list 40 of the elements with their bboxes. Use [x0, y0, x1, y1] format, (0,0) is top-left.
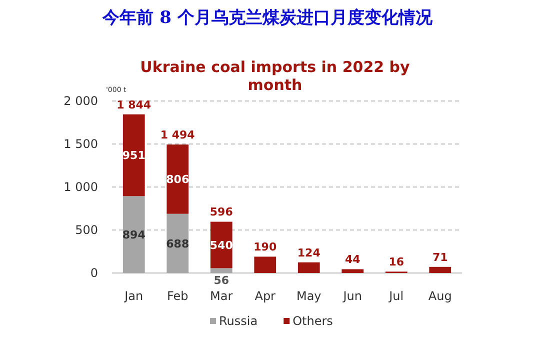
y-tick-label: 1 000 [64, 180, 98, 194]
x-tick-label: Jun [342, 289, 362, 303]
x-tick-label: Aug [428, 289, 452, 303]
data-label: 951 [122, 149, 146, 162]
total-label: 190 [254, 240, 277, 254]
chart-subtitle: Ukraine coal imports in 2022 by month [140, 58, 410, 94]
data-label: 540 [210, 238, 234, 252]
total-label: 44 [344, 253, 361, 266]
data-label: 688 [166, 237, 190, 250]
bar [122, 196, 145, 273]
x-tick-label: Apr [254, 289, 276, 303]
bar [210, 268, 232, 273]
x-tick-label: Mar [210, 289, 233, 303]
total-label: 124 [297, 246, 321, 260]
data-label: 56 [214, 274, 230, 287]
data-label: 806 [166, 173, 190, 186]
bar [122, 114, 145, 196]
total-label: 16 [388, 256, 404, 269]
bar [342, 269, 364, 273]
y-tick-label: 500 [75, 223, 98, 237]
bar [429, 266, 452, 273]
legend-label: Others [292, 314, 333, 328]
total-label: 596 [210, 206, 234, 219]
y-tick-label: 1 500 [64, 137, 98, 151]
bar [254, 256, 276, 273]
total-label: 1 844 [116, 98, 152, 112]
y-tick-label: 0 [90, 266, 98, 280]
bar [166, 144, 189, 214]
bar [166, 214, 189, 273]
legend-label: Russia [219, 314, 258, 328]
x-tick-label: Jan [124, 289, 144, 303]
y-tick-label: 2 000 [64, 94, 98, 108]
x-tick-label: Jul [388, 289, 404, 303]
x-tick-label: May [296, 289, 322, 303]
total-label: 71 [432, 250, 448, 264]
chart-title: 今年前 8 个月乌克兰煤炭进口月度变化情况 [101, 7, 434, 29]
data-label: 894 [122, 228, 146, 242]
total-label: 1 494 [160, 128, 196, 142]
x-tick-label: Feb [167, 289, 188, 303]
bar [298, 262, 320, 273]
